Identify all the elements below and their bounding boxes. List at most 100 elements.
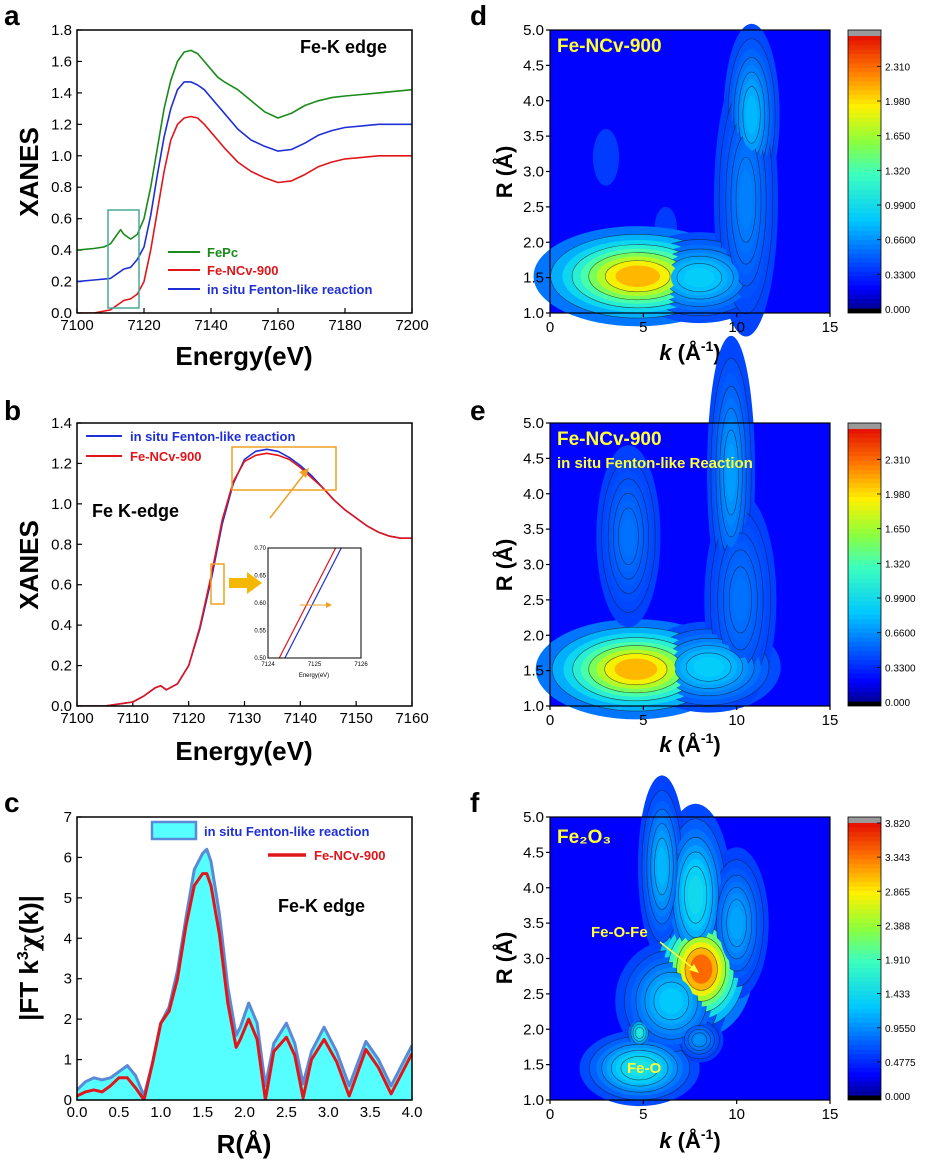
colorbar-label: 1.980 [885, 490, 910, 501]
colorbar-segment [848, 474, 881, 480]
chart-e-map [535, 335, 781, 720]
colorbar-segment [848, 881, 881, 888]
colorbar-segment [848, 226, 881, 232]
colorbar-segment [848, 560, 881, 566]
colorbar-segment [848, 515, 881, 521]
heatmap-contour [693, 657, 725, 677]
colorbar-segment [848, 81, 881, 87]
colorbar-segment [848, 1008, 881, 1014]
colorbar-segment [848, 90, 881, 96]
y-tick-label: 1.0 [51, 496, 72, 513]
y-tick-label: 3.5 [523, 521, 544, 538]
y-tick-label: 2.0 [523, 627, 544, 644]
colorbar-segment [848, 1067, 881, 1073]
colorbar-segment [848, 628, 881, 634]
heatmap-contour [626, 1060, 653, 1077]
colorbar-segment [848, 478, 881, 484]
colorbar-segment [848, 546, 881, 552]
y-tick-label: 2.5 [523, 199, 544, 216]
colorbar-segment [848, 438, 881, 444]
colorbar-segment [848, 823, 881, 829]
inset-line-1 [278, 548, 337, 658]
legend-b-insitu-label: in situ Fenton-like reaction [130, 429, 295, 444]
colorbar-segment [848, 203, 881, 209]
colorbar-segment [848, 592, 881, 598]
colorbar-segment [848, 601, 881, 607]
colorbar-segment [848, 678, 881, 684]
colorbar-segment [848, 891, 881, 897]
colorbar-segment [848, 1085, 881, 1092]
heatmap-contour [745, 95, 758, 135]
colorbar-segment [848, 492, 881, 498]
x-tick-label: 7110 [117, 710, 149, 727]
x-tick-label: 7140 [284, 710, 317, 727]
x-tick-label: 7150 [339, 710, 372, 727]
colorbar-frame [847, 422, 882, 707]
colorbar-segment [848, 909, 881, 915]
chart-b-legend: in situ Fenton-like reaction Fe-NCv-900 [86, 429, 295, 464]
colorbar-segment [848, 45, 881, 51]
colorbar-underflow-cap [848, 308, 881, 313]
heatmap-contour [729, 906, 744, 940]
colorbar-segment [848, 945, 881, 951]
colorbar-label: 0.9900 [885, 201, 916, 212]
x-tick-label: 3.0 [318, 1104, 339, 1121]
x-tick-label: 10 [728, 1106, 745, 1123]
colorbar-segment [848, 258, 881, 264]
colorbar-label: 2.865 [885, 887, 910, 898]
y-tick-label: 0.2 [51, 274, 72, 291]
chart-b-arrow-line [269, 472, 306, 519]
y-tick-label: 1.8 [51, 22, 72, 39]
chart-d-title: Fe-NCv-900 [557, 36, 662, 57]
colorbar-segment [848, 185, 881, 191]
colorbar-segment [848, 886, 881, 892]
chart-f-colorbar: 3.820 3.343 2.865 2.388 1.910 1.433 0.9550 0.47… [847, 816, 916, 1103]
colorbar-segment [848, 827, 881, 833]
colorbar-segment [848, 1072, 881, 1078]
colorbar-segment [848, 918, 881, 924]
colorbar-segment [848, 895, 881, 901]
colorbar-segment [848, 144, 881, 150]
colorbar-segment [848, 483, 881, 489]
series-line-1 [77, 452, 412, 706]
colorbar-segment [848, 949, 881, 956]
chart-b-inset-xlabel: Energy(eV) [299, 673, 329, 679]
colorbar-segment [848, 181, 881, 187]
colorbar-label: 0.6600 [885, 629, 916, 640]
chart-f-ticks: 0 5 10 15 1.0 1.5 2.0 2.5 3.0 3.5 4.0 4.5 5.0 [523, 809, 838, 1123]
y-tick-label: 0.4 [51, 617, 72, 634]
x-tick-label: 0 [546, 1106, 554, 1123]
chart-b-arrow-head [299, 468, 309, 478]
y-tick-label: 1.4 [51, 415, 72, 432]
y-tick-label: 5.0 [523, 809, 544, 826]
y-tick-label: 1.2 [51, 116, 72, 133]
y-tick-label: 2.0 [523, 1021, 544, 1038]
colorbar-segment [848, 469, 881, 475]
chart-f-xlabel: k (Å-1) [659, 1126, 720, 1153]
legend-c-fencv-label: Fe-NCv-900 [314, 848, 386, 863]
colorbar-segment [848, 990, 881, 996]
colorbar-label: 2.310 [885, 455, 910, 466]
colorbar-segment [848, 633, 881, 639]
y-tick-label: 3.0 [523, 557, 544, 574]
heatmap-contour [694, 1034, 705, 1045]
colorbar-segment [848, 451, 881, 457]
colorbar-segment [848, 460, 881, 466]
colorbar-segment [848, 578, 881, 584]
colorbar-label: 3.343 [885, 853, 910, 864]
chart-f-title: Fe₂O₃ [557, 827, 611, 848]
series-line-1 [77, 115, 412, 313]
colorbar-underflow-cap [848, 701, 881, 706]
y-tick-label: 2.0 [523, 234, 544, 251]
chart-e-title: Fe-NCv-900 [557, 429, 662, 450]
colorbar-segment [848, 497, 881, 503]
x-tick-label: 3.5 [360, 1104, 381, 1121]
colorbar-segment [848, 298, 881, 305]
colorbar-segment [848, 1063, 881, 1069]
chart-c-xlabel: R(Å) [217, 1129, 272, 1159]
chart-d: 0 5 10 15 1.0 1.5 2.0 2.5 3.0 3.5 4.0 4.5 5.0 Fe-NCv… [491, 22, 916, 365]
x-tick-label: 1.0 [150, 1104, 171, 1121]
y-tick-label: 1.0 [523, 305, 544, 322]
colorbar-segment [848, 673, 881, 679]
chart-c-legend: in situ Fenton-like reaction Fe-NCv-900 [150, 820, 386, 863]
